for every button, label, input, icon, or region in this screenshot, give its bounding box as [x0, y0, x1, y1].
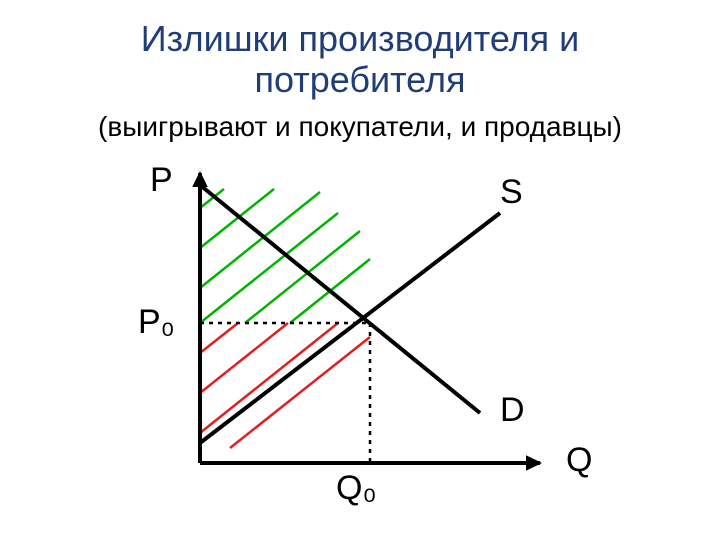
label-P: P: [150, 161, 173, 200]
label-D: D: [500, 391, 525, 430]
surplus-chart: P P₀ S D Q Q₀: [80, 153, 640, 513]
label-S: S: [500, 173, 523, 212]
title-line2: потребителя: [255, 59, 466, 100]
label-P0: P₀: [138, 303, 175, 342]
subtitle: (выигрывают и покупатели, и продавцы): [0, 111, 720, 143]
label-Q0: Q₀: [336, 469, 377, 508]
label-Q: Q: [566, 441, 592, 480]
title-line1: Излишки производителя и: [141, 18, 580, 59]
